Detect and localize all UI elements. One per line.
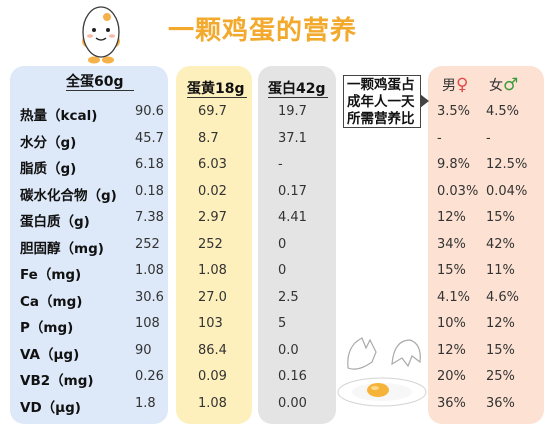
value-yolk: 0.09 [198, 369, 227, 384]
value-female: 42% [486, 236, 515, 252]
female-symbol-icon: ♀ [456, 75, 469, 95]
value-white: 0 [278, 263, 287, 278]
value-white: 2.5 [278, 289, 299, 305]
value-female: 0.04% [486, 183, 528, 199]
value-yolk: 86.4 [198, 342, 227, 358]
value-whole: 7.38 [135, 210, 164, 225]
nutrient-label: 胆固醇（mg) [20, 240, 104, 257]
value-yolk: 103 [198, 316, 223, 331]
header-female: 女♂ [489, 75, 519, 95]
nutrient-label: VB2（mg) [20, 373, 94, 389]
value-male: 0.03% [437, 183, 479, 199]
value-male: 15% [437, 263, 466, 278]
value-yolk: 6.03 [198, 157, 227, 172]
value-white: 0.16 [278, 369, 307, 384]
value-female: 4.5% [486, 104, 520, 119]
value-whole: 0.18 [135, 183, 164, 199]
page-title: 一颗鸡蛋的营养 [168, 16, 358, 46]
nutrient-label: 脂质（g) [20, 161, 77, 177]
value-female: 4.6% [486, 289, 520, 305]
value-male: 36% [437, 395, 466, 411]
egg-white-panel [258, 66, 336, 424]
nutrient-label: Fe（mg) [20, 267, 82, 283]
value-yolk: 1.08 [198, 263, 227, 278]
header-underline [268, 97, 328, 98]
daily-percent-panel [428, 66, 544, 424]
egg-mascot-icon [82, 6, 120, 64]
whole-egg-panel [10, 66, 168, 424]
value-female: 25% [486, 369, 515, 384]
value-whole: 108 [135, 316, 160, 331]
value-male: 12% [437, 210, 466, 225]
value-male: 3.5% [437, 104, 471, 119]
nutrient-label: P（mg) [20, 320, 74, 336]
value-whole: 90 [135, 342, 152, 358]
nutrient-label: Ca（mg) [20, 293, 83, 310]
value-female: 12% [486, 316, 515, 331]
value-white: 37.1 [278, 130, 307, 146]
value-white: 4.41 [278, 210, 307, 225]
value-male: 10% [437, 316, 466, 331]
value-yolk: 27.0 [198, 289, 227, 305]
yolk-panel [176, 66, 252, 424]
value-yolk: 0.02 [198, 183, 227, 199]
value-whole: 90.6 [135, 104, 164, 119]
value-male: 4.1% [437, 289, 471, 305]
value-female: 12.5% [486, 157, 528, 172]
value-whole: 45.7 [135, 130, 164, 146]
value-white: 0.00 [278, 395, 307, 411]
header-whole-egg: 全蛋60g [66, 74, 124, 90]
value-whole: 252 [135, 236, 160, 252]
cracked-egg-icon [337, 337, 427, 407]
value-white: 19.7 [278, 104, 307, 119]
value-male: 9.8% [437, 157, 471, 172]
value-white: 0.0 [278, 342, 299, 358]
value-yolk: 8.7 [198, 130, 219, 146]
nutrient-label: 热量（kcal) [20, 108, 98, 124]
value-female: 36% [486, 395, 515, 411]
value-whole: 1.08 [135, 263, 164, 278]
value-yolk: 252 [198, 236, 223, 252]
value-female: 11% [486, 263, 515, 278]
value-female: 15% [486, 342, 515, 358]
header-egg-white: 蛋白42g [268, 81, 326, 97]
value-yolk: 1.08 [198, 395, 227, 411]
value-yolk: 69.7 [198, 104, 227, 119]
nutrient-label: 蛋白质（g) [20, 214, 90, 230]
value-whole: 30.6 [135, 289, 164, 305]
male-symbol-icon: ♂ [503, 75, 519, 95]
nutrient-label: VA（μg) [20, 346, 80, 363]
header-yolk: 蛋黄18g [187, 81, 245, 97]
value-white: 5 [278, 316, 287, 331]
nutrient-label: VD（μg) [20, 399, 81, 416]
value-male: 34% [437, 236, 466, 252]
nutrient-label: 水分（g) [20, 134, 77, 151]
nutrient-label: 碳水化合物（g) [20, 187, 117, 204]
header-male: 男♀ [442, 75, 469, 95]
value-female: 15% [486, 210, 515, 225]
value-male: 20% [437, 369, 466, 384]
value-male: - [437, 130, 442, 146]
value-white: - [278, 157, 283, 172]
value-white: 0.17 [278, 183, 307, 199]
header-underline [187, 97, 247, 98]
value-whole: 6.18 [135, 157, 164, 172]
daily-need-note: 一颗鸡蛋占成年人一天所需营养比 [343, 75, 429, 128]
header-underline [66, 90, 134, 91]
value-whole: 1.8 [135, 395, 156, 411]
value-yolk: 2.97 [198, 210, 227, 225]
value-white: 0 [278, 236, 287, 252]
value-male: 12% [437, 342, 466, 358]
value-whole: 0.26 [135, 369, 164, 384]
value-female: - [486, 130, 491, 146]
